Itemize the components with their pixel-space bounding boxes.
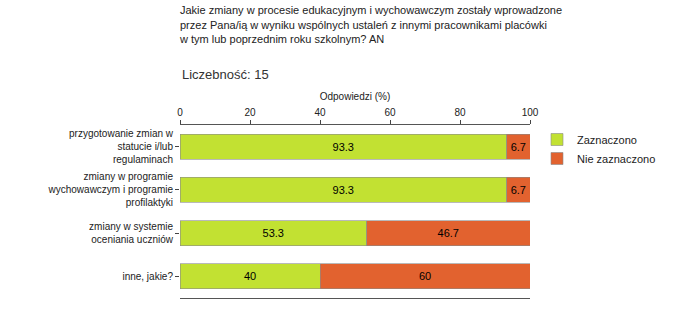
svg-text:46.7: 46.7 — [438, 227, 459, 239]
svg-text:53.3: 53.3 — [263, 227, 284, 239]
svg-text:40: 40 — [314, 107, 326, 118]
svg-text:6.7: 6.7 — [511, 184, 526, 196]
svg-text:20: 20 — [244, 107, 256, 118]
svg-text:6.7: 6.7 — [511, 141, 526, 153]
svg-text:80: 80 — [454, 107, 466, 118]
svg-text:inne, jakie?: inne, jakie? — [122, 271, 173, 282]
svg-text:93.3: 93.3 — [333, 141, 354, 153]
svg-text:przygotowanie zmian wstatucie: przygotowanie zmian wstatucie i/lubregul… — [69, 128, 174, 165]
svg-text:93.3: 93.3 — [333, 184, 354, 196]
svg-text:zmiany w systemieoceniania ucz: zmiany w systemieoceniania uczniów — [89, 221, 174, 245]
svg-text:40: 40 — [244, 270, 256, 282]
svg-text:0: 0 — [177, 107, 183, 118]
svg-text:Odpowiedzi (%): Odpowiedzi (%) — [320, 91, 391, 102]
svg-text:Liczebność: 15: Liczebność: 15 — [182, 67, 269, 82]
svg-text:zmiany w programiewychowawczym: zmiany w programiewychowawczym i program… — [48, 171, 174, 208]
svg-text:100: 100 — [522, 107, 539, 118]
svg-text:Jakie zmiany w procesie edukac: Jakie zmiany w procesie edukacyjnym i wy… — [179, 4, 562, 45]
svg-text:Zaznaczono: Zaznaczono — [577, 134, 637, 146]
svg-text:60: 60 — [419, 270, 431, 282]
svg-text:Nie zaznaczono: Nie zaznaczono — [577, 153, 655, 165]
svg-text:60: 60 — [384, 107, 396, 118]
